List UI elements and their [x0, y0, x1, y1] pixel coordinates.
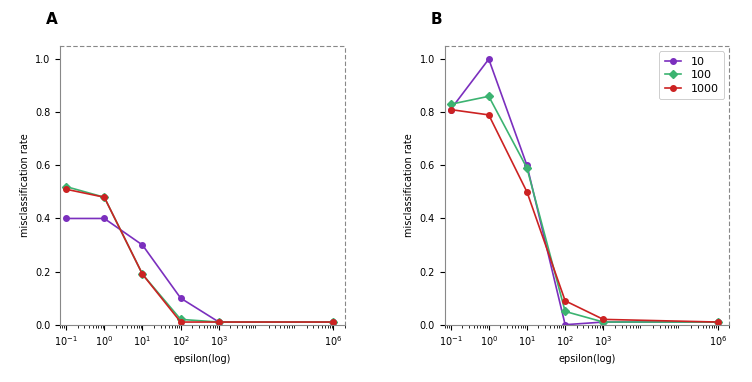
100: [561, 309, 570, 314]
100: [523, 166, 532, 170]
10: [446, 107, 455, 112]
1000: [523, 189, 532, 194]
1000: [100, 195, 109, 199]
Line: 1000: 1000: [447, 107, 720, 325]
1000: [599, 317, 608, 322]
100: [446, 102, 455, 107]
10: [484, 57, 493, 62]
1000: [62, 187, 71, 191]
1000: [714, 320, 723, 324]
100: [214, 320, 223, 324]
10: [176, 296, 185, 300]
1000: [214, 320, 223, 324]
1000: [138, 272, 147, 277]
100: [484, 94, 493, 99]
10: [714, 320, 723, 324]
X-axis label: epsilon(log): epsilon(log): [558, 354, 616, 364]
Y-axis label: misclassification rate: misclassification rate: [404, 133, 414, 237]
Y-axis label: misclassification rate: misclassification rate: [20, 133, 29, 237]
X-axis label: epsilon(log): epsilon(log): [174, 354, 232, 364]
10: [214, 320, 223, 324]
1000: [484, 113, 493, 117]
1000: [329, 320, 338, 324]
100: [714, 320, 723, 324]
Line: 100: 100: [63, 184, 336, 325]
100: [599, 320, 608, 324]
10: [138, 243, 147, 247]
10: [561, 322, 570, 327]
10: [62, 216, 71, 221]
10: [599, 320, 608, 324]
10: [523, 163, 532, 168]
100: [100, 195, 109, 199]
10: [329, 320, 338, 324]
1000: [176, 320, 185, 324]
100: [62, 184, 71, 189]
Legend: 10, 100, 1000: 10, 100, 1000: [660, 52, 724, 99]
1000: [446, 107, 455, 112]
100: [138, 272, 147, 277]
Line: 10: 10: [63, 216, 336, 325]
Line: 1000: 1000: [63, 186, 336, 325]
Text: A: A: [46, 12, 58, 28]
100: [176, 317, 185, 322]
Text: B: B: [430, 12, 442, 28]
100: [329, 320, 338, 324]
1000: [561, 298, 570, 303]
10: [100, 216, 109, 221]
Line: 10: 10: [447, 56, 720, 327]
Line: 100: 100: [447, 94, 720, 325]
